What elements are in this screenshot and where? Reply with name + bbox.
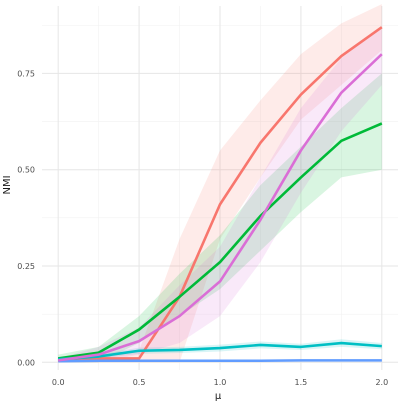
- series-3-line: [58, 341, 382, 361]
- series-lines: [57, 26, 383, 363]
- series-4-line: [58, 359, 382, 363]
- series-2-line: [57, 122, 383, 360]
- major-grid: [42, 6, 398, 370]
- series-5-line: [57, 53, 383, 362]
- series-1-line: [58, 26, 383, 362]
- series-2-ribbon: [58, 73, 382, 363]
- x-tick-label: 0.5: [133, 378, 146, 387]
- y-tick-label: 0.25: [17, 262, 35, 271]
- x-axis-ticks: 0.0 0.5 1.0 1.5 2.0: [52, 378, 388, 387]
- y-axis-ticks: 0.00 0.25 0.50 0.75: [17, 69, 35, 367]
- y-axis-title: NMI: [2, 175, 13, 194]
- series-3-ribbon: [58, 339, 382, 361]
- x-tick-label: 2.0: [375, 378, 388, 387]
- x-tick-label: 1.5: [295, 378, 308, 387]
- y-tick-label: 0.75: [17, 69, 35, 78]
- y-tick-label: 0.00: [17, 358, 35, 367]
- x-tick-label: 1.0: [214, 378, 227, 387]
- x-axis-title: μ: [215, 391, 222, 402]
- series-5-ribbon: [58, 27, 382, 363]
- x-tick-label: 0.0: [52, 378, 65, 387]
- y-tick-label: 0.50: [17, 166, 35, 175]
